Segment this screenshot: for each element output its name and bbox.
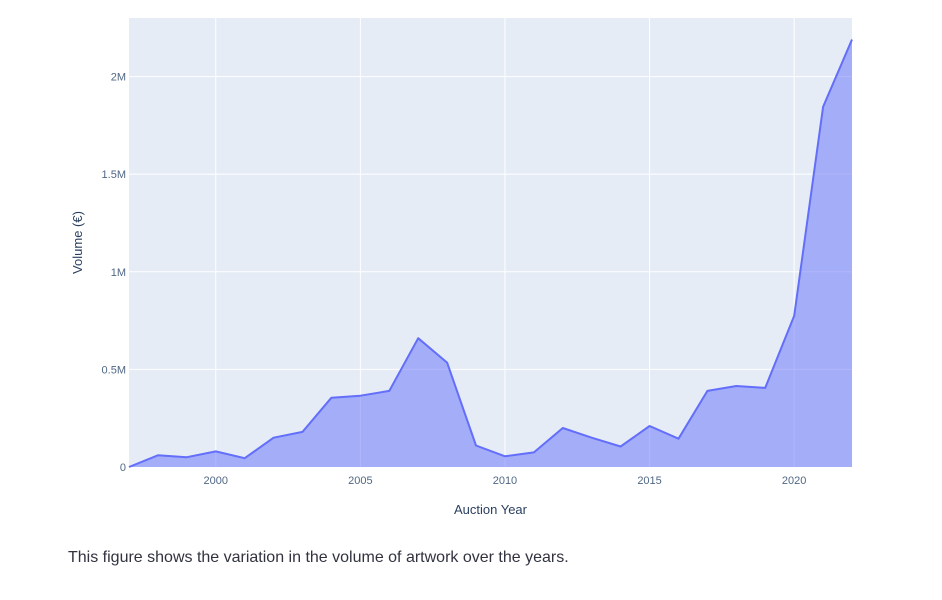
x-tick-label: 2000 <box>204 475 228 487</box>
y-tick-label: 1.5M <box>102 169 126 181</box>
figure-caption: This figure shows the variation in the v… <box>68 549 569 566</box>
y-axis-ticks: 0 0.5M 1M 1.5M 2M <box>102 72 126 474</box>
y-tick-label: 2M <box>111 72 126 84</box>
series-line <box>128 39 853 468</box>
x-tick-label: 2020 <box>782 475 806 487</box>
area-chart: 2000 2005 2010 2015 2020 0 0.5M 1M 1.5M 2M Aucti… <box>70 18 853 517</box>
y-tick-label: 1M <box>111 267 126 279</box>
x-axis-title: Auction Year <box>454 502 528 517</box>
y-tick-label: 0.5M <box>102 364 126 376</box>
x-tick-label: 2015 <box>637 475 661 487</box>
x-tick-label: 2005 <box>348 475 372 487</box>
gridlines <box>129 18 852 467</box>
y-tick-label: 0 <box>120 462 126 474</box>
x-tick-label: 2010 <box>493 475 517 487</box>
x-axis-ticks: 2000 2005 2010 2015 2020 <box>204 475 807 487</box>
area-fill <box>129 39 852 467</box>
y-axis-title: Volume (€) <box>70 211 85 274</box>
